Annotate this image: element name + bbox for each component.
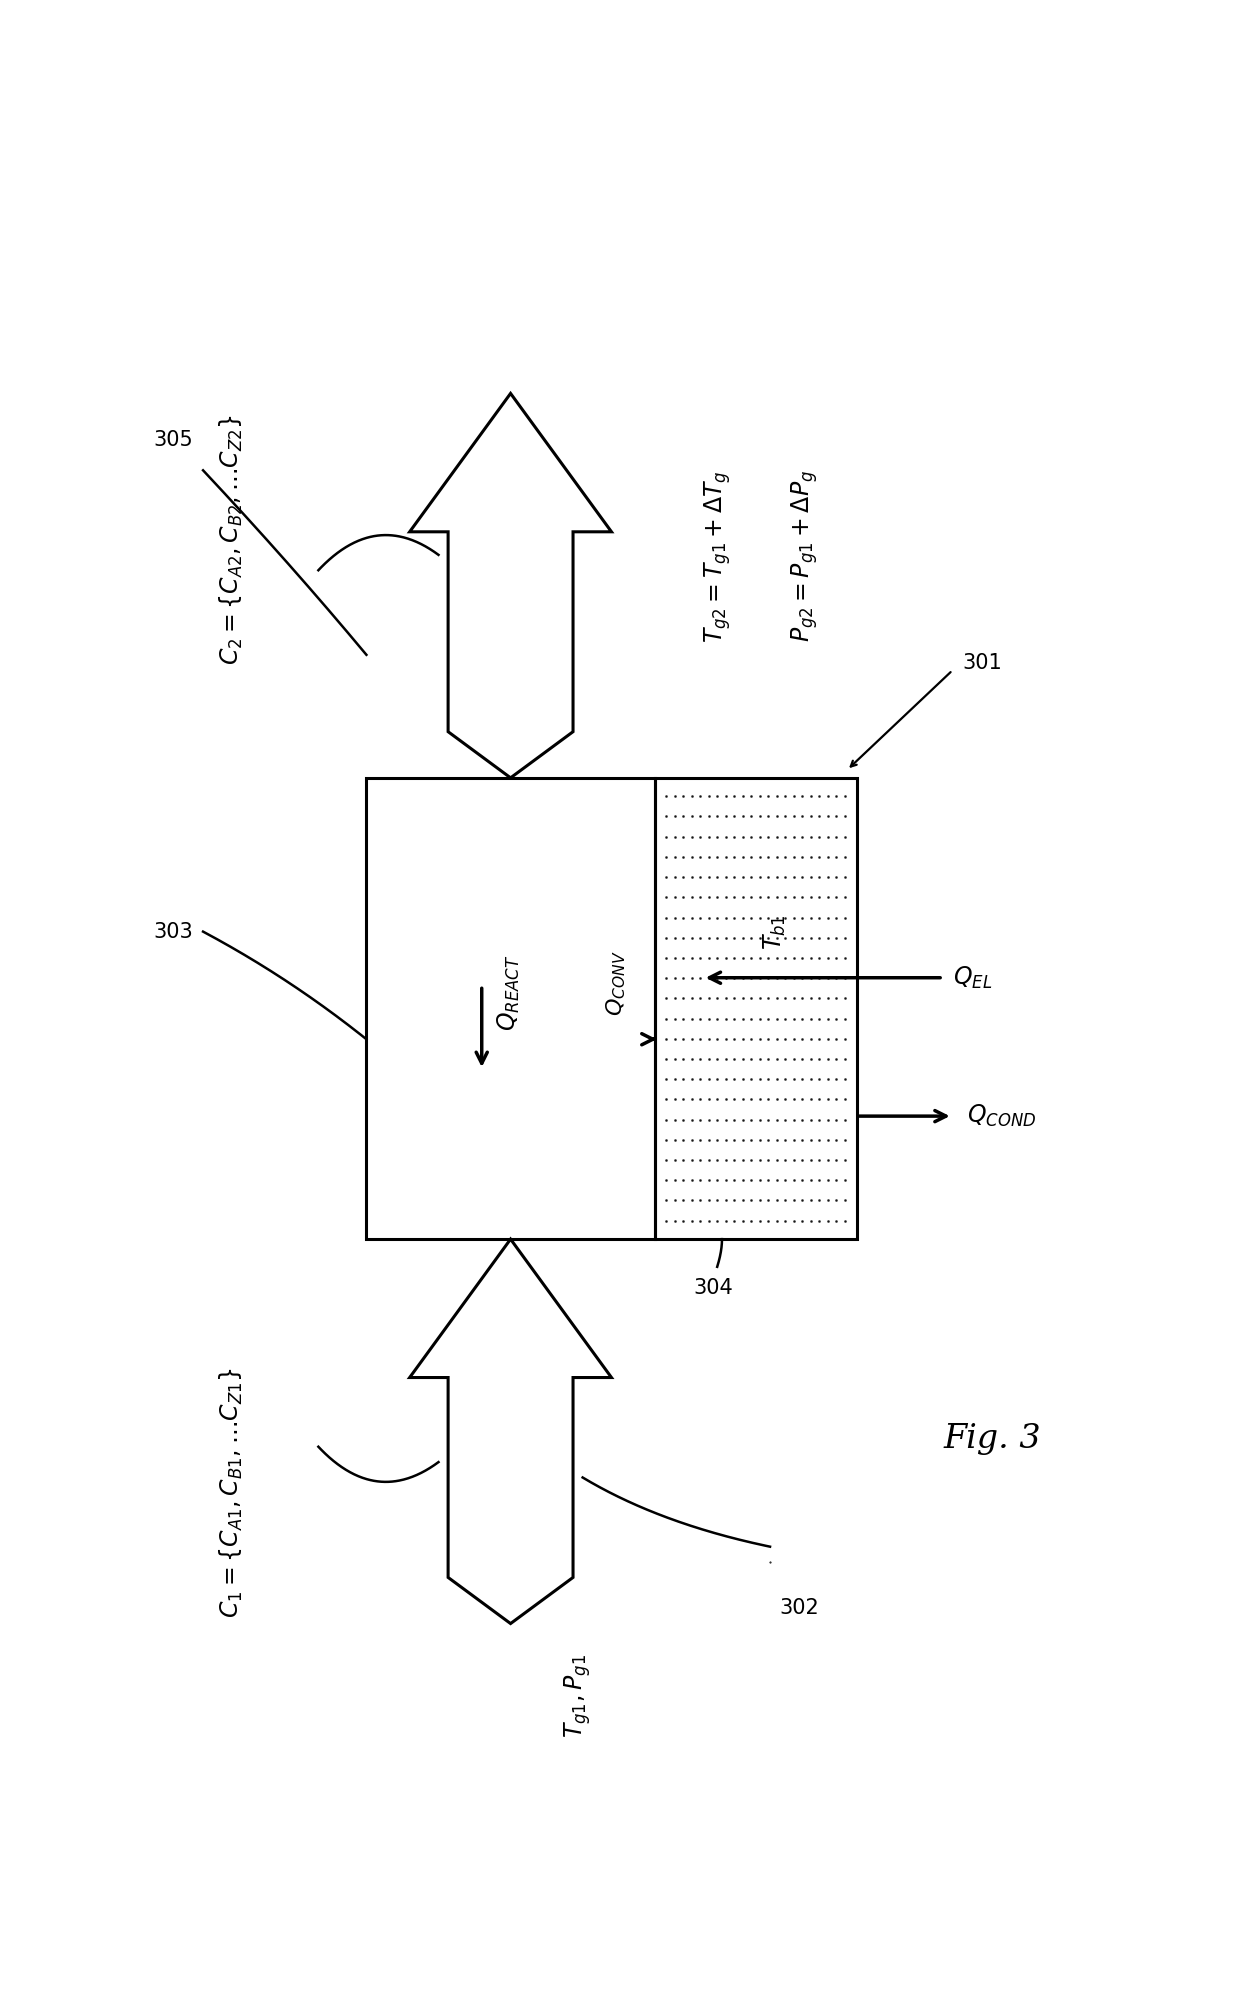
Text: $C_1 = \{C_{A1}, C_{B1}, \ldots C_{Z1}\}$: $C_1 = \{C_{A1}, C_{B1}, \ldots C_{Z1}\}… — [218, 1368, 246, 1618]
Text: $Q_{EL}$: $Q_{EL}$ — [952, 965, 992, 991]
Text: $Q_{REACT}$: $Q_{REACT}$ — [496, 955, 522, 1030]
Text: Fig. 3: Fig. 3 — [942, 1424, 1040, 1456]
Text: $Q_{COND}$: $Q_{COND}$ — [967, 1102, 1037, 1128]
Bar — [367, 779, 655, 1238]
Text: $P_{g2} = P_{g1} + \Delta P_g$: $P_{g2} = P_{g1} + \Delta P_g$ — [789, 471, 820, 643]
Text: $T_{b1}$: $T_{b1}$ — [761, 915, 787, 949]
Text: 302: 302 — [780, 1598, 820, 1618]
Text: 305: 305 — [154, 429, 193, 449]
Text: 301: 301 — [962, 653, 1002, 673]
Text: 304: 304 — [693, 1278, 733, 1298]
Text: $Q_{CONV}$: $Q_{CONV}$ — [604, 951, 629, 1016]
Text: $T_{g2} = T_{g1} + \Delta T_g$: $T_{g2} = T_{g1} + \Delta T_g$ — [703, 471, 734, 643]
Polygon shape — [409, 393, 611, 779]
Bar — [655, 779, 857, 1238]
Polygon shape — [409, 1238, 611, 1624]
Text: $T_{g1}, P_{g1}$: $T_{g1}, P_{g1}$ — [563, 1654, 593, 1737]
Text: 303: 303 — [154, 921, 193, 943]
Text: $C_2 = \{C_{A2}, C_{B2}, \ldots C_{Z2}\}$: $C_2 = \{C_{A2}, C_{B2}, \ldots C_{Z2}\}… — [218, 413, 246, 665]
